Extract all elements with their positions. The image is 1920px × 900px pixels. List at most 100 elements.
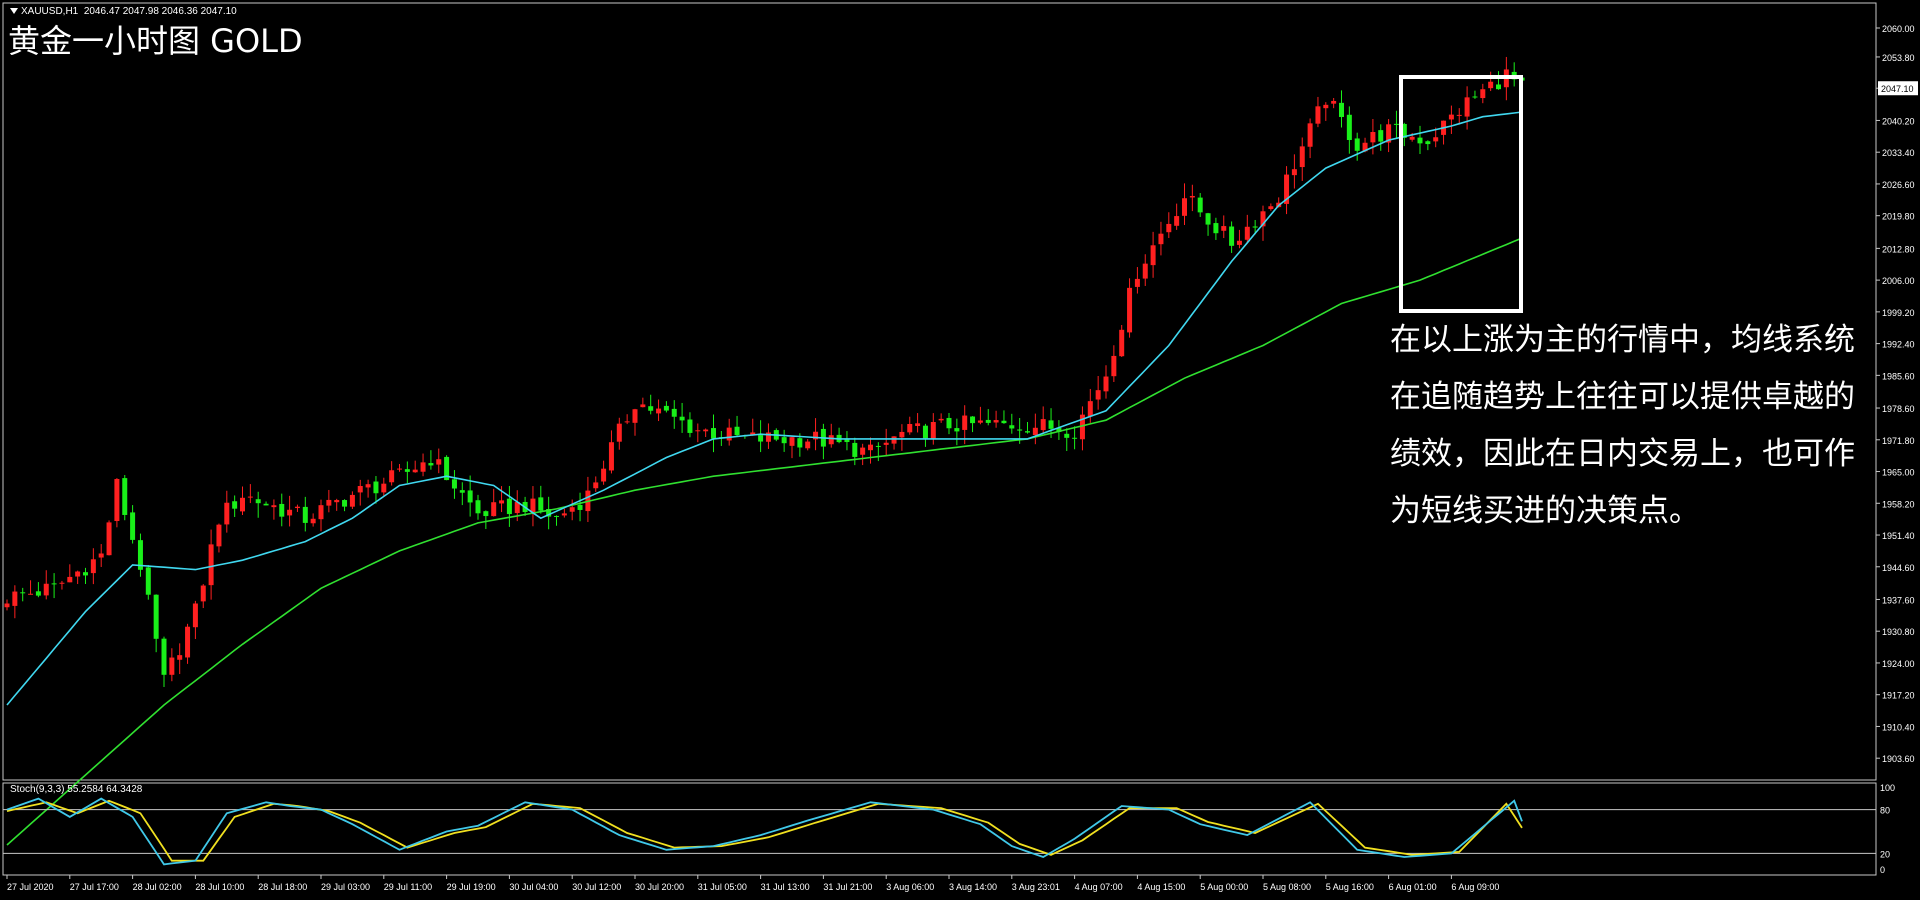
candle-body xyxy=(192,603,198,628)
candle xyxy=(1236,229,1242,249)
candle xyxy=(208,529,214,600)
candle-body xyxy=(436,459,442,465)
candle xyxy=(1025,421,1030,434)
stoch-signal-line xyxy=(6,799,1523,862)
candle xyxy=(232,495,238,518)
candle-body xyxy=(255,499,261,504)
candle xyxy=(546,496,552,530)
candle-body xyxy=(930,422,936,440)
candle xyxy=(1346,106,1352,154)
candle xyxy=(412,460,418,473)
candle xyxy=(530,486,536,527)
price-axis: 2060.00 2053.80 2047.10 2040.20 2033.40 2026.… xyxy=(1876,24,1918,764)
candle xyxy=(287,495,293,527)
price-tick-label: 1978.60 xyxy=(1882,404,1915,414)
candle-body xyxy=(962,415,968,430)
candle-body xyxy=(1362,142,1368,152)
candle-body xyxy=(428,463,434,466)
candle xyxy=(67,564,73,583)
candle-body xyxy=(1268,206,1274,210)
ma-slow-line xyxy=(6,237,1523,846)
candle xyxy=(624,414,630,425)
candle xyxy=(1150,231,1156,278)
time-tick-label: 27 Jul 17:00 xyxy=(70,882,119,892)
candle xyxy=(632,408,638,436)
candle-body xyxy=(608,442,614,471)
candle xyxy=(1378,124,1384,151)
candle-body xyxy=(1032,427,1038,436)
candle-body xyxy=(648,406,654,411)
annotation-text: 在以上涨为主的行情中，均线系统在追随趋势上往往可以提供卓越的绩效，因此在日内交易… xyxy=(1390,322,1855,529)
candle xyxy=(820,423,826,460)
dropdown-triangle-icon[interactable] xyxy=(10,8,18,15)
candle xyxy=(12,585,18,619)
price-tick-label: 2006.00 xyxy=(1882,276,1915,286)
candle-body xyxy=(467,490,473,503)
candle xyxy=(1205,212,1211,236)
candle xyxy=(1448,105,1454,134)
candle-body xyxy=(561,513,567,516)
candle xyxy=(1370,118,1376,155)
candle xyxy=(130,505,136,544)
candle xyxy=(83,567,88,585)
candle-body xyxy=(1291,169,1297,176)
candle xyxy=(436,448,442,474)
candle-body xyxy=(294,506,300,509)
candle-body xyxy=(1299,146,1305,168)
candle-body xyxy=(1009,425,1015,429)
candle-body xyxy=(177,655,183,660)
time-tick-label: 31 Jul 13:00 xyxy=(761,882,810,892)
candle xyxy=(993,410,999,428)
candle xyxy=(1331,97,1337,109)
candle xyxy=(1339,90,1344,128)
candle xyxy=(247,484,253,504)
candle-body xyxy=(1017,429,1023,431)
price-tick-label: 2012.80 xyxy=(1882,244,1915,254)
stoch-main-line xyxy=(6,797,1523,866)
candle-body xyxy=(200,585,206,602)
candle xyxy=(1182,183,1187,225)
candle-body xyxy=(67,576,73,583)
candle xyxy=(1064,428,1070,452)
candle-body xyxy=(1072,437,1078,439)
candle xyxy=(962,405,968,445)
time-tick-label: 5 Aug 00:00 xyxy=(1200,882,1248,892)
candle xyxy=(726,418,732,446)
price-tick-label: 2033.40 xyxy=(1882,148,1915,158)
candle xyxy=(1386,119,1392,153)
candle xyxy=(915,413,921,433)
candle xyxy=(970,416,976,433)
candle-body xyxy=(20,592,26,594)
candle-body xyxy=(247,496,253,498)
candle xyxy=(35,582,41,598)
candle-body xyxy=(1001,420,1007,424)
candle xyxy=(334,498,340,511)
candle-body xyxy=(985,419,991,423)
highlight-box xyxy=(1399,75,1523,313)
stoch-label: Stoch(9,3,3) 55.2584 64.3428 xyxy=(10,784,143,795)
candle xyxy=(153,594,159,653)
candle-body xyxy=(420,462,426,472)
time-tick-label: 30 Jul 12:00 xyxy=(572,882,621,892)
candle xyxy=(844,431,850,451)
candle xyxy=(1488,71,1494,92)
candle-body xyxy=(1433,137,1439,142)
candle-body xyxy=(977,420,983,423)
candle xyxy=(20,587,26,602)
candle-body xyxy=(1252,226,1258,228)
candle-body xyxy=(1064,433,1070,438)
candle xyxy=(1472,90,1478,99)
candle-body xyxy=(365,484,371,488)
candle xyxy=(1001,410,1007,424)
candle-body xyxy=(679,416,685,421)
candle xyxy=(985,409,991,426)
candle xyxy=(585,476,591,523)
candle xyxy=(145,565,151,600)
candle-body xyxy=(1182,198,1187,216)
candle xyxy=(1433,127,1439,148)
time-tick-label: 5 Aug 16:00 xyxy=(1326,882,1374,892)
candle-body xyxy=(35,591,41,596)
candle xyxy=(185,623,191,664)
candle xyxy=(813,418,819,451)
